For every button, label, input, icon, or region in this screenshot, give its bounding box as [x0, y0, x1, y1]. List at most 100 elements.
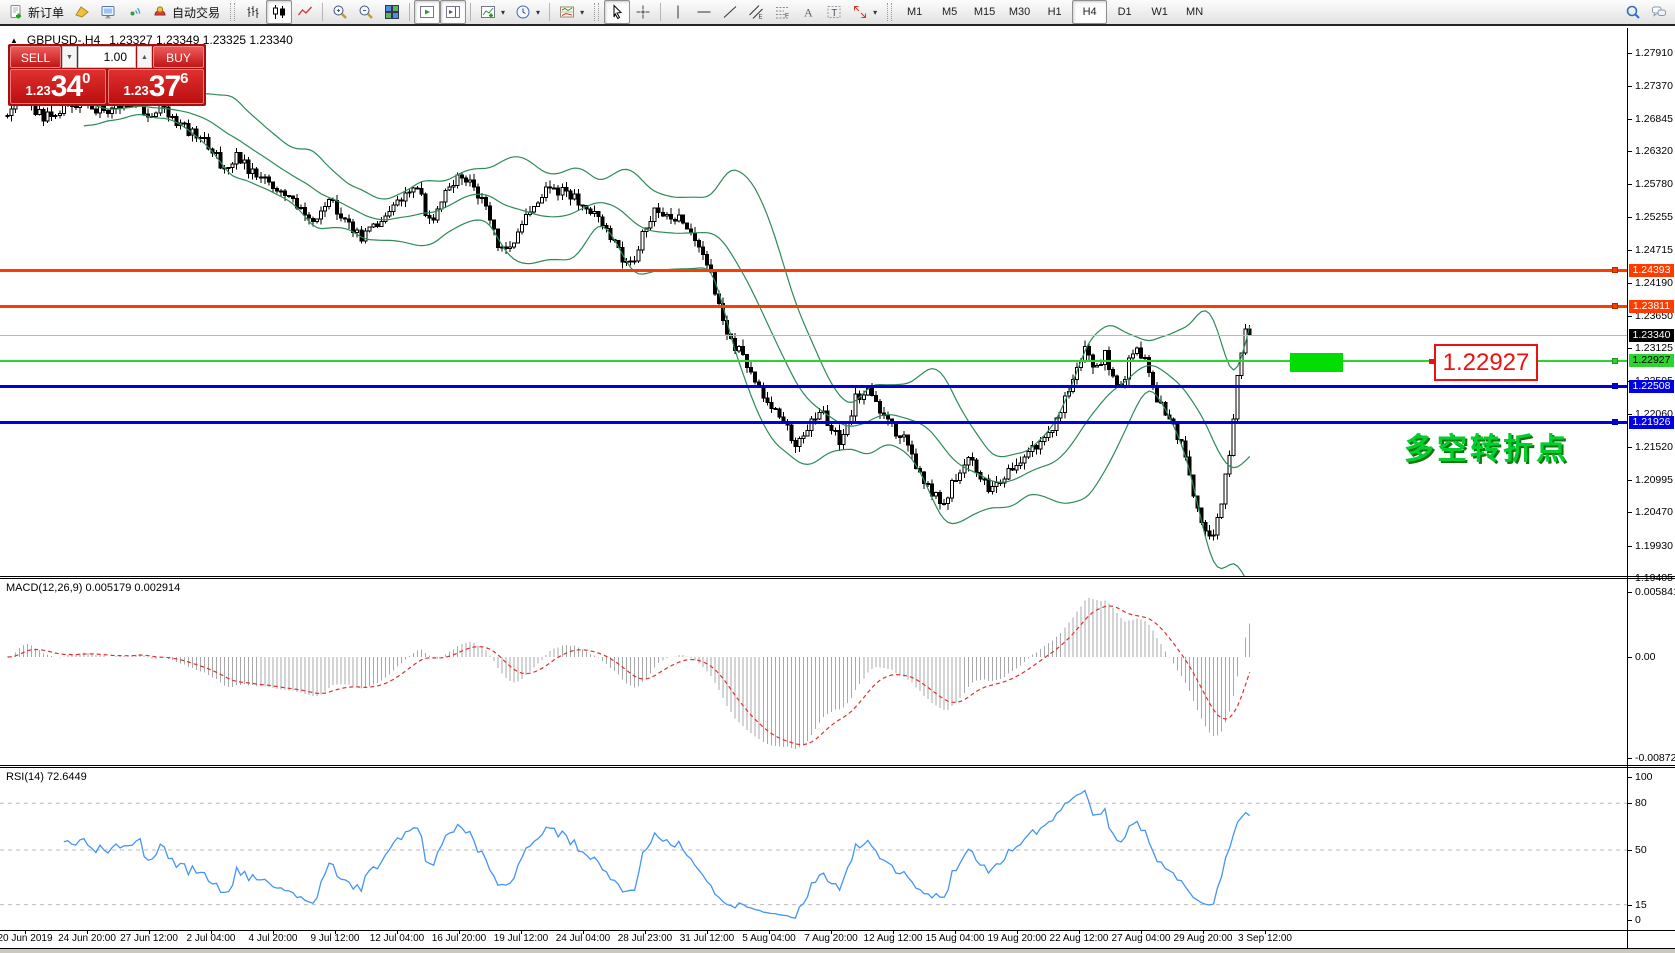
indicators-button[interactable]: ▾: [475, 0, 510, 24]
hline-1.24393[interactable]: [0, 268, 1627, 272]
data-window-button[interactable]: [95, 0, 121, 24]
arrows-button[interactable]: ▾: [847, 0, 882, 24]
highlight-rectangle[interactable]: [1290, 353, 1343, 372]
periods-button[interactable]: ▾: [510, 0, 545, 24]
candlestick-chart-button[interactable]: [266, 0, 293, 24]
toolbar-separator: [660, 3, 662, 21]
zoom-out-button[interactable]: [353, 0, 379, 24]
collapse-panel-icon[interactable]: ▲: [10, 35, 18, 45]
indicator-window-button[interactable]: ▾: [554, 0, 589, 24]
cursor-button[interactable]: [604, 0, 631, 24]
date-label: 24 Jun 20:00: [58, 933, 116, 944]
fibonacci-button[interactable]: F: [769, 0, 795, 24]
panel-separator[interactable]: [0, 765, 1675, 768]
volume-increase-button[interactable]: ▲: [137, 46, 152, 68]
rsi-label: RSI(14) 72.6449: [6, 771, 87, 783]
autotrading-button[interactable]: 自动交易: [147, 0, 225, 24]
hline-anchor-1.23811[interactable]: [1612, 303, 1618, 310]
crosshair-button[interactable]: [630, 0, 656, 24]
hline-anchor-1.24393[interactable]: [1612, 267, 1618, 274]
tab-timeframe-m5[interactable]: M5: [941, 6, 958, 18]
tab-timeframe-m15[interactable]: M15: [973, 6, 996, 18]
sell-button[interactable]: SELL: [10, 46, 61, 68]
signals-button[interactable]: [121, 0, 147, 24]
vertical-line-button[interactable]: [665, 0, 691, 24]
price-tick-label: 1.20995: [1635, 473, 1673, 486]
price-tick: [1628, 250, 1632, 252]
text-icon: A: [804, 6, 813, 20]
date-axis[interactable]: 20 Jun 2019 24 Jun 20:00 27 Jun 12:00 2 Jul…: [0, 931, 1627, 948]
auto-scroll-button[interactable]: [414, 0, 441, 24]
line-chart-icon: [298, 6, 313, 16]
hline-anchor-1.22927[interactable]: [1612, 357, 1618, 364]
chat-button[interactable]: [1646, 0, 1672, 24]
date-tick: [1265, 931, 1266, 934]
hline-1.22927[interactable]: [0, 359, 1627, 362]
sell-price-box[interactable]: 1.23 34 0: [10, 69, 106, 104]
price-tick: [1628, 545, 1632, 547]
text-label-button[interactable]: T: [821, 0, 847, 24]
hline-anchor-1.22508[interactable]: [1612, 383, 1618, 390]
line-chart-button[interactable]: [292, 0, 318, 24]
hline-price-label[interactable]: 1.21926: [1629, 415, 1674, 429]
price-callout-box[interactable]: 1.22927: [1434, 344, 1538, 381]
hline-1.21926[interactable]: [0, 420, 1627, 424]
hline-1.23811[interactable]: [0, 304, 1627, 308]
tile-windows-button[interactable]: [379, 0, 405, 24]
horizontal-line-button[interactable]: [691, 0, 717, 24]
date-label: 12 Jul 04:00: [369, 933, 425, 944]
buy-button[interactable]: BUY: [153, 46, 204, 68]
tab-timeframe-h1[interactable]: H1: [1047, 6, 1062, 18]
new-order-button[interactable]: 新订单: [3, 0, 69, 24]
volume-input[interactable]: [78, 46, 136, 68]
price-tick-label: 1.19930: [1635, 539, 1673, 552]
text-button[interactable]: A: [795, 0, 821, 24]
hline-price-label[interactable]: 1.23811: [1629, 299, 1674, 313]
candlestick-chart[interactable]: [0, 28, 1627, 577]
hline-price-label[interactable]: 1.22508: [1629, 379, 1674, 393]
tab-timeframe-w1[interactable]: W1: [1151, 6, 1168, 18]
hline-price-label[interactable]: 1.24393: [1629, 263, 1674, 277]
price-axis[interactable]: 1.27910 1.27370 1.26845 1.26320 1.25780 1.252…: [1628, 28, 1675, 948]
price-tick: [1628, 348, 1632, 350]
tab-timeframe-m30[interactable]: M30: [1008, 6, 1031, 18]
chart-shift-icon: [446, 6, 461, 18]
hline-anchor-1.21926[interactable]: [1612, 419, 1618, 426]
buy-price-box[interactable]: 1.23 37 6: [108, 69, 204, 104]
trendline-button[interactable]: [717, 0, 743, 24]
date-tick: [707, 931, 708, 934]
hline-price-label[interactable]: 1.22927: [1629, 354, 1674, 368]
toolbar-separator: [322, 3, 324, 21]
search-button[interactable]: [1620, 0, 1646, 24]
tab-timeframe-d1[interactable]: D1: [1117, 6, 1132, 18]
turning-point-text[interactable]: 多空转折点: [1404, 433, 1569, 466]
macd-panel[interactable]: [0, 579, 1627, 765]
date-tick: [893, 931, 894, 934]
date-label: 31 Jul 12:00: [679, 933, 735, 944]
date-label: 3 Sep 12:00: [1238, 933, 1292, 944]
date-tick: [459, 931, 460, 934]
volume-decrease-button[interactable]: ▼: [62, 46, 77, 68]
search-icon: [1626, 5, 1640, 19]
price-tick: [1628, 512, 1632, 514]
price-chart-panel[interactable]: [0, 28, 1627, 577]
toolbar-grip: [887, 3, 893, 21]
chart-shift-button[interactable]: [440, 0, 467, 24]
tab-timeframe-h4[interactable]: H4: [1072, 0, 1108, 24]
macd-tick: [1628, 592, 1632, 593]
rsi-tick: [1628, 920, 1632, 921]
date-label: 19 Aug 20:00: [987, 933, 1047, 944]
price-tick: [1628, 151, 1632, 153]
tab-timeframe-mn[interactable]: MN: [1186, 6, 1204, 18]
bar-chart-button[interactable]: [240, 0, 266, 24]
date-tick: [335, 931, 336, 934]
zoom-in-button[interactable]: [327, 0, 353, 24]
tile-windows-icon: [385, 5, 400, 19]
rsi-tick: [1628, 850, 1632, 851]
rsi-panel[interactable]: [0, 768, 1627, 930]
new-chart-button[interactable]: [69, 0, 95, 24]
equidistant-channel-button[interactable]: E: [743, 0, 769, 24]
hline-1.22508[interactable]: [0, 384, 1627, 388]
panel-separator[interactable]: [0, 576, 1675, 579]
tab-timeframe-m1[interactable]: M1: [906, 6, 923, 18]
